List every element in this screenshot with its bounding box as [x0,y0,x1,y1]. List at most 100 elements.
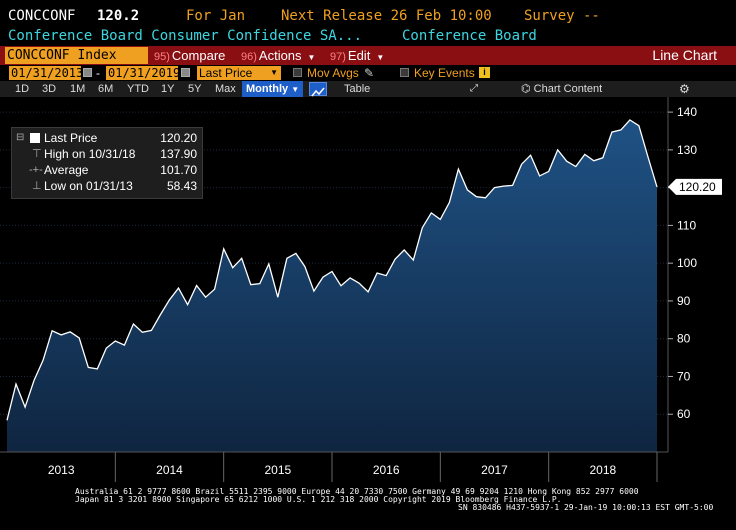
chevron-down-icon: ▼ [376,53,385,62]
period-6m[interactable]: 6M [98,83,114,95]
y-tick-label: 140 [677,105,697,119]
mov-avgs-label[interactable]: Mov Avgs [307,66,359,80]
last-value-tag [668,178,722,195]
series-line-last-price [6,119,658,421]
legend-high-value: 137.90 [160,147,197,161]
ticker-name: CONCCONF [8,8,76,24]
actions-number: 96) [241,51,257,63]
actions-button[interactable]: 96) Actions ▼ [241,46,315,65]
x-tick-label: 2014 [156,463,183,477]
survey: Survey -- [524,8,600,24]
footer-line-2: Japan 81 3 3201 8900 Singapore 65 6212 1… [75,495,562,504]
function-toolbar: CONCCONF Index 95) Compare 96) Actions ▼ 97… [0,46,736,65]
last-value-marker: 120.20 [668,178,722,195]
y-tick-label: 100 [677,256,697,270]
period-ytd[interactable]: YTD [127,83,149,95]
security-description: Conference Board Consumer Confidence SA.… [0,27,736,45]
low-marker-icon: ⊥ [32,180,42,192]
actions-label: Actions [258,48,302,63]
legend-last-price: ⊟ Last Price 120.20 [12,130,204,146]
security-header: CONCCONF 120.2 For Jan Next Release 26 F… [0,0,736,28]
legend-last-price-label: Last Price [44,131,98,145]
x-tick-label: 2018 [589,463,616,477]
y-tick-label: 90 [677,294,691,308]
calendar-icon[interactable] [181,68,190,77]
y-axis: 60708090100110120130140 [668,105,697,421]
legend-low-label: Low on 01/31/13 [44,179,133,193]
period-1d[interactable]: 1D [15,83,30,95]
legend-high-label: High on 10/31/18 [44,147,136,161]
legend-low: ⊥ Low on 01/31/13 58.43 [12,178,204,194]
period-3d[interactable]: 3D [42,83,57,95]
chart-content-button[interactable]: ⌬ Chart Content [521,81,602,97]
series-color-swatch [30,133,40,143]
legend-average-label: Average [44,163,89,177]
y-tick-label: 110 [677,218,696,232]
last-value-tag-label: 120.20 [679,180,716,194]
area-fill [7,120,657,452]
next-release: Next Release 26 Feb 10:00 [281,8,492,24]
legend-low-value: 58.43 [166,179,197,193]
description-text: Conference Board Consumer Confidence SA.… [8,28,363,44]
x-tick-label: 2013 [48,463,75,477]
start-date-input[interactable]: 01/31/2013 [9,66,84,80]
legend-average: -+- Average 101.70 [12,162,204,178]
key-events-label[interactable]: Key Events [414,66,475,80]
last-value: 120.2 [97,8,140,24]
period-5y[interactable]: 5Y [188,83,202,95]
expand-icon[interactable]: ⤢ [470,83,478,94]
for-period: For Jan [186,8,246,24]
edit-label: Edit [347,48,371,63]
price-field-select[interactable]: Last Price ▼ [197,66,281,80]
chevron-down-icon: ▼ [270,68,278,77]
footer-contact-info: Australia 61 2 9777 8600 Brazil 5511 239… [0,486,736,530]
footer-line-3: SN 830486 H437-5937-1 29-Jan-19 10:00:13… [458,503,714,512]
period-max[interactable]: Max [215,83,236,95]
calendar-icon[interactable] [83,68,92,77]
high-marker-icon: ⊤ [32,148,42,160]
x-tick-label: 2017 [481,463,508,477]
price-field-label: Last Price [199,66,253,80]
end-date-input[interactable]: 01/31/2019 [106,66,181,80]
frequency-select[interactable]: Monthly ▼ [242,81,304,98]
x-axis: 2013 2014 2015 2016 2017 2018 [48,452,658,482]
info-icon[interactable]: i [479,67,490,78]
frequency-label: Monthly [246,83,289,95]
mov-avgs-checkbox[interactable] [293,68,302,77]
ticker-input[interactable]: CONCCONF Index [5,47,148,64]
compare-label: Compare [171,48,226,63]
legend-last-price-value: 120.20 [160,131,197,145]
date-range-row: 01/31/2013 - 01/31/2019 Last Price ▼ Mov… [0,65,736,81]
minus-icon[interactable]: ⊟ [16,132,25,143]
chart-legend[interactable]: ⊟ Last Price 120.20 ⊤ High on 10/31/18 1… [11,127,203,199]
edit-number: 97) [330,51,346,63]
gear-icon[interactable]: ⚙ [679,82,690,96]
source-text: Conference Board [402,28,537,44]
chart-content-label: Chart Content [533,83,603,95]
y-tick-label: 130 [677,143,697,157]
chevron-down-icon: ▼ [307,53,316,62]
footer-line-1: Australia 61 2 9777 8600 Brazil 5511 239… [75,487,639,496]
period-toolbar: 1D 3D 1M 6M YTD 1Y 5Y Max Monthly ▼ Tabl… [0,81,736,98]
table-button[interactable]: Table [344,83,371,95]
chart-content-icon: ⌬ [521,83,531,95]
pencil-icon[interactable]: ✎ [364,66,375,80]
x-tick-label: 2016 [373,463,400,477]
period-1y[interactable]: 1Y [161,83,175,95]
chevron-down-icon: ▼ [291,85,300,94]
legend-average-value: 101.70 [160,163,197,177]
y-tick-label: 70 [677,369,691,383]
legend-high: ⊤ High on 10/31/18 137.90 [12,146,204,162]
line-chart: 60708090100110120130140 2013201420152016… [0,97,722,482]
average-marker-icon: -+- [29,164,43,176]
line-chart-icon[interactable] [309,82,327,97]
period-1m[interactable]: 1M [70,83,86,95]
y-tick-label: 80 [677,332,691,346]
y-tick-label: 60 [677,407,691,421]
key-events-checkbox[interactable] [400,68,409,77]
edit-button[interactable]: 97) Edit ▼ [330,46,384,65]
x-tick-label: 2015 [264,463,291,477]
compare-button[interactable]: 95) Compare [154,46,225,65]
compare-number: 95) [154,51,170,63]
chart-type-title: Line Chart [652,47,717,63]
